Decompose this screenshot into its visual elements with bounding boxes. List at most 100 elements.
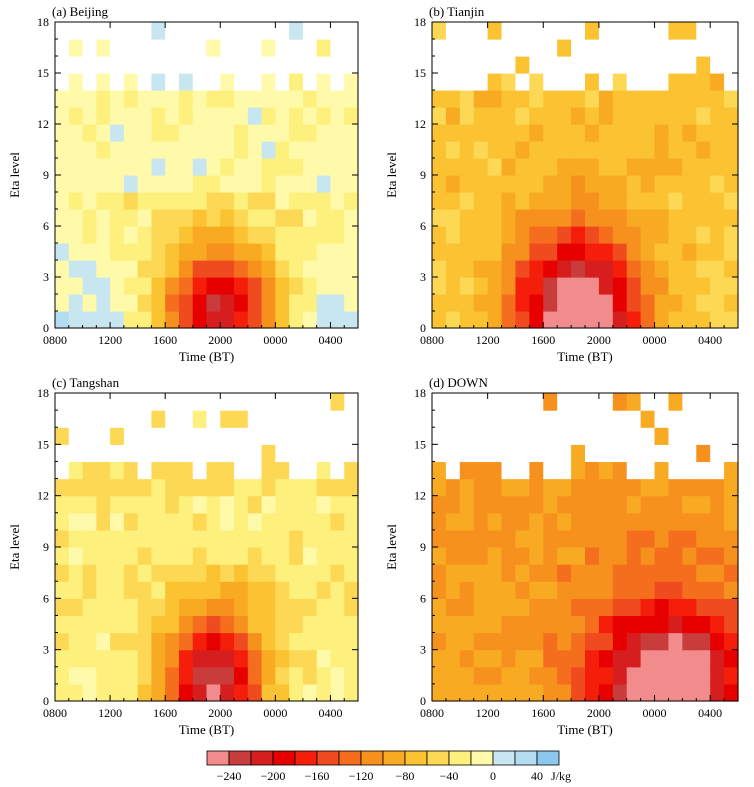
heatmap-cell: [710, 564, 725, 582]
heatmap-cell: [557, 90, 572, 108]
heatmap-cell: [557, 226, 572, 244]
heatmap-cell: [289, 444, 304, 463]
heatmap-cell: [640, 226, 656, 244]
heatmap-cell: [626, 141, 642, 159]
heatmap-cell: [724, 73, 739, 91]
heatmap-cell: [82, 410, 97, 428]
heatmap-cell: [640, 107, 656, 125]
heatmap-cell: [432, 615, 447, 634]
heatmap-cell: [432, 22, 447, 40]
heatmap-cell: [696, 444, 711, 463]
heatmap-cell: [640, 22, 656, 40]
heatmap-cell: [234, 56, 249, 74]
heatmap-cell: [137, 39, 153, 57]
heatmap-cell: [234, 547, 249, 565]
heatmap-cell: [529, 444, 544, 463]
colorbar-label: −240: [217, 769, 242, 783]
heatmap-cell: [206, 56, 221, 74]
heatmap-cell: [459, 192, 475, 210]
heatmap-cell: [612, 158, 628, 176]
heatmap-cell: [68, 461, 84, 480]
heatmap-cell: [82, 277, 97, 295]
heatmap-cell: [178, 39, 194, 57]
heatmap-cell: [55, 598, 70, 617]
heatmap-cell: [696, 22, 711, 40]
heatmap-cell: [344, 427, 359, 445]
heatmap-cell: [598, 512, 614, 531]
heatmap-cell: [275, 666, 290, 685]
y-tick-label: 0: [43, 321, 49, 335]
colorbar-swatch: [448, 750, 472, 766]
heatmap-cell: [275, 311, 290, 329]
heatmap-cell: [682, 39, 697, 57]
heatmap-cell: [234, 632, 249, 651]
heatmap-cell: [571, 427, 586, 445]
heatmap-cell: [55, 666, 70, 685]
heatmap-cell: [220, 581, 235, 599]
x-axis-label: Time (BT): [179, 722, 235, 737]
heatmap-cell: [178, 243, 194, 261]
heatmap-cell: [571, 615, 586, 634]
heatmap-cell: [192, 649, 208, 668]
heatmap-cell: [247, 141, 263, 159]
heatmap-cell: [178, 615, 194, 634]
heatmap-cell: [289, 192, 304, 210]
heatmap-cell: [654, 39, 670, 57]
heatmap-cell: [82, 632, 97, 651]
heatmap-cell: [571, 141, 586, 159]
heatmap-cell: [82, 683, 97, 702]
heatmap-cell: [724, 39, 739, 57]
heatmap-cell: [206, 124, 221, 142]
heatmap-cell: [110, 56, 125, 74]
colorbar-label: −200: [261, 769, 286, 783]
heatmap-cell: [445, 666, 461, 685]
heatmap-cell: [68, 226, 84, 244]
heatmap-cell: [137, 175, 153, 193]
heatmap-cell: [640, 39, 656, 57]
heatmap-cell: [696, 564, 711, 582]
heatmap-cell: [571, 226, 586, 244]
heatmap-cell: [501, 666, 517, 685]
heatmap-cell: [192, 175, 208, 193]
x-tick-label: 0000: [643, 333, 667, 347]
heatmap-cell: [459, 444, 475, 463]
heatmap-cell: [585, 444, 600, 463]
heatmap-cell: [123, 598, 139, 617]
heatmap-cell: [626, 495, 642, 514]
heatmap-cell: [459, 632, 475, 651]
heatmap-cell: [302, 581, 318, 599]
heatmap-cell: [55, 294, 70, 312]
heatmap-cell: [151, 294, 166, 312]
heatmap-cell: [192, 311, 208, 329]
heatmap-cell: [165, 444, 180, 463]
heatmap-cell: [529, 615, 544, 634]
heatmap-cell: [344, 393, 359, 411]
heatmap-cell: [96, 410, 111, 428]
heatmap-cell: [487, 444, 503, 463]
heatmap-cell: [165, 615, 180, 634]
heatmap-cell: [68, 683, 84, 702]
heatmap-cell: [234, 158, 249, 176]
heatmap-cell: [330, 547, 345, 565]
heatmap-cell: [82, 124, 97, 142]
heatmap-cell: [192, 598, 208, 617]
heatmap-cell: [473, 427, 489, 445]
heatmap-cell: [598, 393, 614, 411]
heatmap-cell: [529, 22, 544, 40]
heatmap-cell: [724, 192, 739, 210]
heatmap-cell: [626, 124, 642, 142]
heatmap-cell: [445, 260, 461, 278]
heatmap-cell: [515, 632, 530, 651]
heatmap-cell: [445, 209, 461, 227]
heatmap-cell: [626, 90, 642, 108]
heatmap-cell: [137, 649, 153, 668]
heatmap-cell: [654, 598, 670, 617]
heatmap-cell: [247, 311, 263, 329]
heatmap-cell: [529, 581, 544, 599]
heatmap-cell: [557, 260, 572, 278]
heatmap-cell: [178, 393, 194, 411]
heatmap-cell: [501, 564, 517, 582]
heatmap-cell: [543, 22, 558, 40]
heatmap-cell: [137, 547, 153, 565]
heatmap-cell: [445, 277, 461, 295]
